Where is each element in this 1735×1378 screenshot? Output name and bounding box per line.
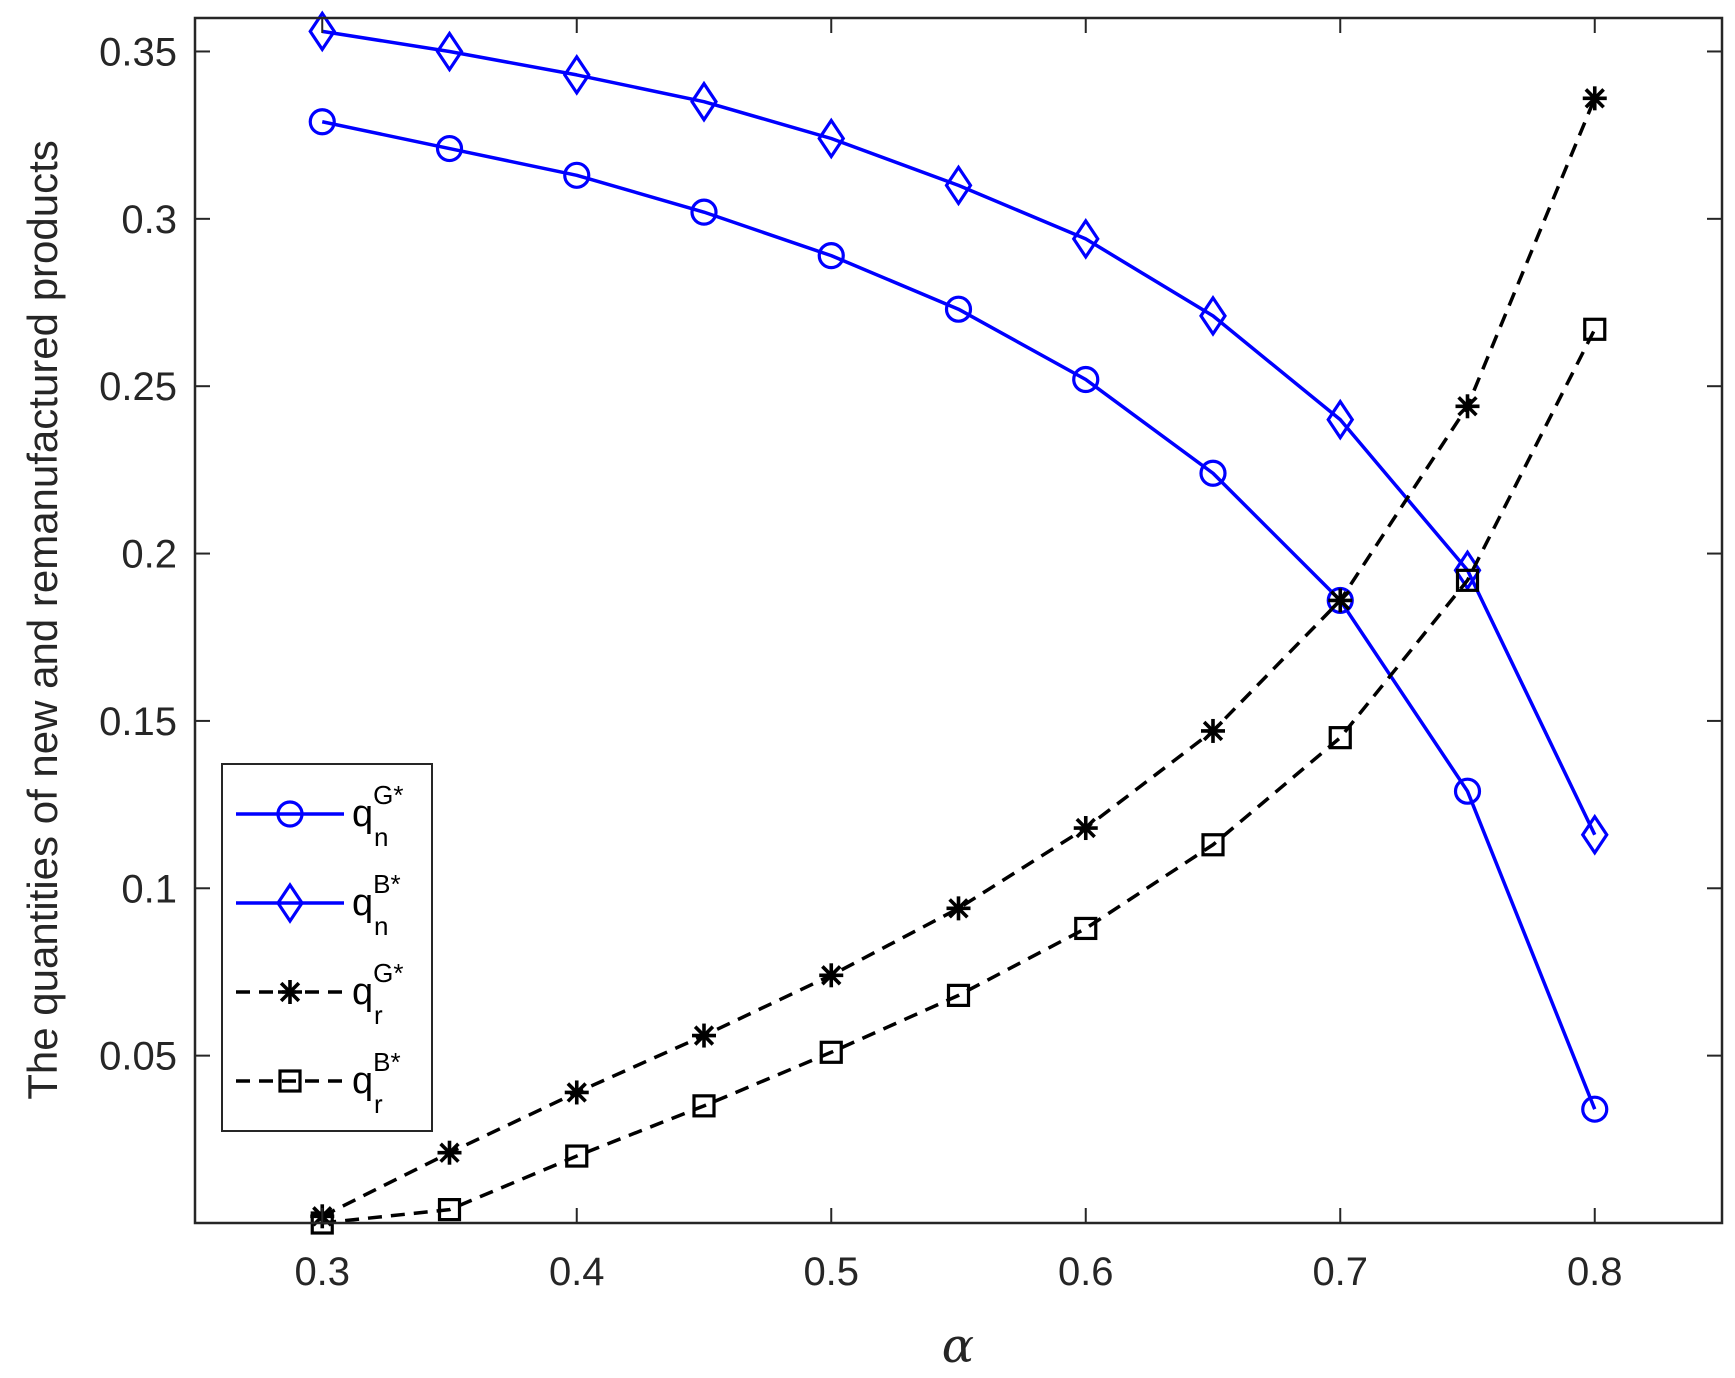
series-line [321, 97, 1597, 1218]
plot-frame [193, 16, 1724, 1225]
data-point-circle [1453, 777, 1482, 805]
series-layer [308, 10, 1609, 1235]
data-point-circle [944, 295, 973, 323]
asterisk-stroke [821, 965, 842, 986]
data-point-asterisk [819, 963, 844, 988]
y-tick-label: 0.3 [121, 198, 177, 242]
asterisk-stroke [566, 1082, 587, 1103]
data-point-circle [308, 108, 336, 136]
data-point-square [946, 983, 971, 1007]
legend-item: qG* r [236, 958, 403, 1030]
data-point-square [1074, 916, 1098, 941]
asterisk-stroke [1330, 590, 1351, 611]
legend-marker-asterisk [278, 980, 302, 1004]
legend-label: qB* r [352, 1047, 401, 1119]
plot-area [195, 18, 1722, 1223]
data-point-diamond [1326, 398, 1355, 441]
asterisk-stroke [948, 898, 969, 919]
data-point-diamond [435, 30, 464, 73]
legend-marker-circle [276, 800, 304, 828]
y-axis-label: The quantities of new and remanufactured… [19, 140, 66, 1100]
legend-marker-diamond [276, 882, 304, 924]
series-line [321, 120, 1597, 1110]
series-line [321, 29, 1597, 836]
y-tick-label: 0.1 [121, 867, 177, 911]
series-line [322, 328, 1597, 1225]
data-point-asterisk [564, 1080, 589, 1105]
x-axis-label: α [942, 1318, 974, 1374]
data-point-diamond [690, 80, 718, 123]
data-point-asterisk [1073, 816, 1098, 841]
x-tick-label: 0.4 [549, 1250, 605, 1294]
legend-box [221, 763, 433, 1132]
data-point-asterisk [946, 896, 971, 921]
legend-label: qG* n [352, 780, 403, 852]
x-tick-label: 0.3 [294, 1250, 350, 1294]
data-point-circle [1072, 365, 1100, 394]
x-tick-label: 0.8 [1567, 1250, 1623, 1294]
asterisk-stroke [1202, 720, 1224, 742]
y-tick-label: 0.15 [99, 700, 177, 744]
data-point-asterisk [437, 1140, 462, 1165]
y-tick-label: 0.05 [99, 1035, 177, 1079]
legend-label: qB* n [352, 869, 401, 941]
data-point-square [819, 1040, 843, 1064]
asterisk-stroke [279, 981, 301, 1003]
data-point-asterisk [1582, 86, 1607, 111]
legend-item: qG* n [236, 780, 403, 852]
data-point-square [437, 1198, 462, 1222]
x-tick-label: 0.7 [1312, 1250, 1368, 1294]
x-tick-label: 0.6 [1058, 1250, 1114, 1294]
legend-item: qB* r [236, 1047, 401, 1119]
data-point-asterisk [1455, 394, 1480, 419]
data-point-asterisk [692, 1023, 716, 1048]
x-tick-label: 0.5 [803, 1250, 859, 1294]
data-point-asterisk [1201, 718, 1225, 743]
asterisk-stroke [1075, 817, 1096, 839]
data-point-asterisk [1328, 588, 1353, 613]
legend-item: qB* n [236, 869, 401, 941]
data-point-diamond [817, 117, 846, 160]
legend-label: qG* r [352, 958, 403, 1030]
legend: qG* n qB* n qG* r qB* r [221, 763, 433, 1132]
data-point-diamond [1071, 218, 1100, 260]
series-diamond [308, 10, 1609, 856]
data-point-square [1201, 833, 1225, 857]
y-tick-label: 0.25 [99, 365, 177, 409]
asterisk-stroke [693, 1025, 715, 1046]
data-point-diamond [308, 10, 337, 53]
data-point-square [565, 1144, 589, 1168]
data-point-square [1583, 317, 1607, 341]
data-point-circle [563, 161, 591, 189]
tick-layer: 0.3 0.4 0.5 0.6 0.7 0.8 0.05 0.1 0.15 0.2 0.25 0.3 0… [99, 18, 1722, 1294]
y-tick-label: 0.35 [99, 30, 177, 74]
data-point-diamond [562, 54, 591, 96]
y-tick-label: 0.2 [121, 533, 177, 577]
data-point-circle [1581, 1095, 1609, 1123]
data-point-square [1455, 568, 1480, 592]
asterisk-stroke [1457, 396, 1478, 417]
data-point-square [1328, 726, 1352, 750]
data-point-circle [817, 242, 845, 270]
data-point-diamond [944, 164, 973, 207]
data-point-circle [435, 134, 464, 163]
data-point-circle [690, 198, 718, 226]
asterisk-stroke [1584, 88, 1605, 109]
data-point-square [692, 1094, 716, 1118]
data-point-diamond [1199, 295, 1227, 337]
asterisk-stroke [439, 1142, 460, 1163]
series-square [310, 317, 1607, 1235]
data-point-diamond [1580, 813, 1609, 856]
series-circle [308, 108, 1609, 1123]
legend-marker-square [278, 1069, 302, 1093]
data-point-circle [1199, 459, 1227, 487]
